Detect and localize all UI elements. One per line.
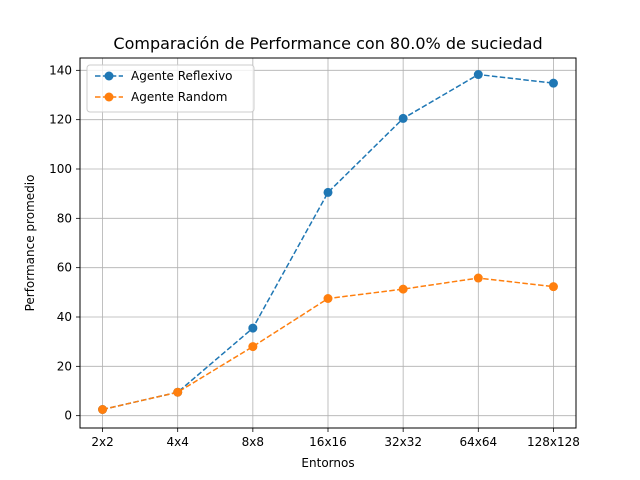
data-point (473, 273, 483, 283)
grid (80, 58, 576, 428)
y-tick-label: 40 (57, 310, 72, 324)
x-axis: 2x2 4x4 8x8 16x16 32x32 64x64 128x128 (91, 428, 580, 449)
y-tick-label: 20 (57, 359, 72, 373)
data-point (98, 405, 108, 414)
x-tick-label: 32x32 (384, 435, 422, 449)
y-tick-label: 80 (57, 211, 72, 225)
x-tick-label: 4x4 (167, 435, 189, 449)
data-point (173, 387, 183, 397)
y-tick-label: 120 (49, 113, 72, 127)
data-point (473, 70, 483, 80)
x-tick-label: 128x128 (527, 435, 580, 449)
data-point (548, 78, 558, 88)
data-point (323, 187, 333, 197)
data-point (398, 113, 408, 123)
y-tick-label: 140 (49, 63, 72, 77)
y-tick-label: 100 (49, 162, 72, 176)
x-axis-label: Entornos (301, 456, 354, 470)
data-point (323, 294, 333, 303)
x-tick-label: 64x64 (459, 435, 497, 449)
legend-marker (104, 92, 114, 102)
data-point (398, 284, 408, 294)
data-point (248, 342, 258, 352)
y-tick-label: 0 (64, 409, 72, 423)
data-point (248, 323, 258, 333)
legend: Agente Reflexivo Agente Random (86, 64, 255, 113)
x-tick-label: 16x16 (309, 435, 347, 449)
legend-box (86, 64, 255, 113)
legend-label: Agente Reflexivo (131, 69, 233, 83)
chart-title: Comparación de Performance con 80.0% de … (113, 34, 542, 53)
x-tick-label: 8x8 (242, 435, 264, 449)
y-axis: 0 20 40 60 80 100 120 140 (49, 63, 80, 423)
data-point (548, 282, 558, 292)
y-tick-label: 60 (57, 261, 72, 275)
x-tick-label: 2x2 (91, 435, 113, 449)
legend-marker (104, 71, 114, 81)
legend-label: Agente Random (131, 90, 227, 104)
plot-marks (98, 70, 558, 414)
y-axis-label: Performance promedio (23, 175, 37, 312)
